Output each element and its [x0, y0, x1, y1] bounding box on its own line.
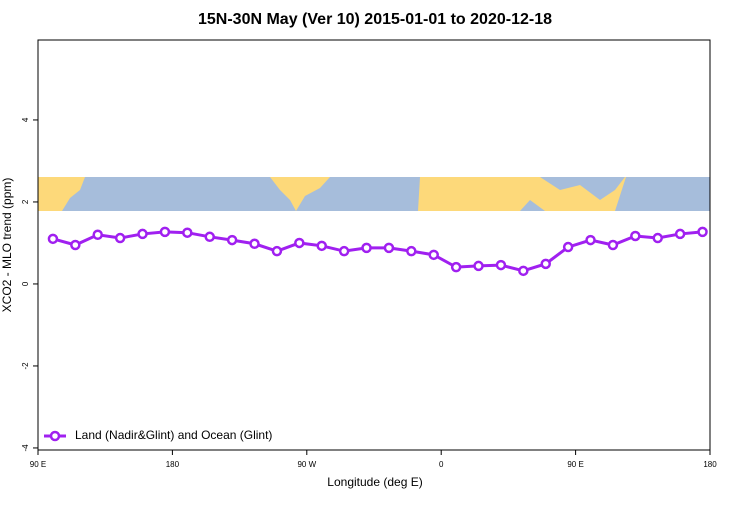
data-point — [249, 238, 260, 250]
y-tick-label: 2 — [21, 199, 30, 204]
data-point — [114, 232, 126, 244]
x-tick-label: 180 — [166, 460, 180, 469]
x-tick-label: 180 — [703, 460, 717, 469]
x-tick-label: 90 E — [30, 460, 46, 469]
data-point — [495, 259, 507, 271]
data-point — [428, 249, 439, 261]
data-point — [338, 245, 350, 257]
data-point — [47, 233, 59, 245]
data-point — [607, 239, 619, 251]
data-point — [70, 239, 81, 251]
data-point — [159, 226, 171, 238]
y-axis-label: XCO2 - MLO trend (ppm) — [0, 178, 14, 313]
data-point — [204, 231, 215, 243]
data-point — [294, 237, 305, 249]
data-point — [652, 232, 663, 244]
legend-label: Land (Nadir&Glint) and Ocean (Glint) — [75, 428, 272, 442]
data-point — [473, 260, 484, 272]
y-tick-label: 4 — [21, 117, 30, 122]
data-point — [450, 261, 462, 273]
data-point — [92, 229, 103, 240]
data-point — [674, 228, 686, 240]
data-point — [697, 226, 708, 238]
data-point — [226, 234, 238, 246]
data-point — [316, 240, 327, 252]
data-point — [182, 227, 193, 238]
data-point — [518, 265, 529, 277]
data-point — [361, 242, 372, 254]
y-tick-label: -4 — [21, 444, 30, 452]
data-point — [271, 245, 283, 257]
data-point — [585, 234, 596, 246]
y-tick-label: -2 — [21, 362, 30, 370]
map-band — [38, 177, 710, 211]
y-tick-label: 0 — [21, 281, 30, 286]
data-point — [540, 258, 551, 270]
chart-title: 15N-30N May (Ver 10) 2015-01-01 to 2020-… — [198, 11, 552, 28]
plot-frame — [37, 39, 711, 451]
x-axis-label: Longitude (deg E) — [327, 475, 422, 489]
data-point — [137, 228, 148, 240]
data-point — [562, 241, 574, 253]
x-tick-label: 90 E — [567, 460, 583, 469]
data-point — [630, 230, 641, 242]
x-tick-label: 90 W — [297, 460, 316, 469]
data-point — [406, 245, 417, 257]
legend-marker — [49, 430, 61, 442]
data-point — [383, 242, 395, 254]
x-tick-label: 0 — [439, 460, 444, 469]
